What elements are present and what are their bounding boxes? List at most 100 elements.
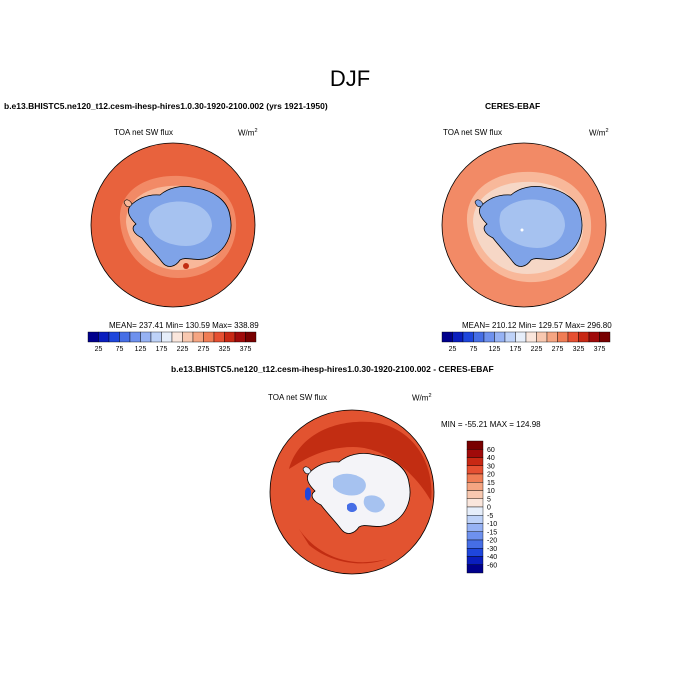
panel-1-colorbar-swatch (119, 331, 131, 343)
panel-1-interior-ice (148, 201, 212, 246)
panel-1-colorbar-swatch (192, 331, 204, 343)
panel-1-title: b.e13.BHISTC5.ne120_t12.cesm-ihesp-hires… (4, 101, 328, 111)
panel-3-colorbar-tick-label: -15 (487, 529, 497, 536)
panel-3-peninsula (302, 466, 312, 475)
panel-1-colorbar-swatch (213, 331, 225, 343)
panel-2-colorbar-swatch (588, 331, 600, 343)
panel-3-positive-band (289, 421, 432, 501)
panel-1-colorbar-swatch (129, 331, 141, 343)
panel-1-colorbar-swatch (150, 331, 162, 343)
panel-3-colorbar-tick-label: -20 (487, 538, 497, 545)
panel-1-units: W/m2 (238, 128, 258, 138)
panel-3-colorbar-tick-label: -10 (487, 521, 497, 528)
panel-3-colorbar-swatch (466, 473, 484, 483)
panel-3-colorbar-tick-label: 20 (487, 472, 495, 479)
panel-1-colorbar-swatch (245, 331, 257, 343)
figure-title: DJF (329, 66, 371, 91)
panel-2-pole-marker (520, 228, 524, 232)
panel-3-colorbar-tick-label: 5 (487, 496, 491, 503)
panel-3-colorbar-tick-label: 15 (487, 480, 495, 487)
panel-2-colorbar-swatch (494, 331, 506, 343)
panel-2-colorbar-tick-label: 175 (510, 346, 522, 353)
panel-2-colorbar-swatch (462, 331, 474, 343)
panel-2-colorbar-swatch (557, 331, 569, 343)
panel-2-colorbar-swatch (483, 331, 495, 343)
panel-3-colorbar-swatch (466, 548, 484, 557)
panel-1-colorbar-tick-label: 225 (177, 346, 189, 353)
panel-1-colorbar-tick-label: 325 (219, 346, 231, 353)
panel-3-colorbar-swatch (466, 457, 484, 466)
panel-3-variable-label: TOA net SW flux (268, 393, 327, 402)
panel-2-variable-label: TOA net SW flux (443, 128, 502, 137)
panel-1-colorbar-swatch (182, 331, 194, 343)
panel-2-colorbar-swatch (567, 331, 579, 343)
panel-2-colorbar-tick-label: 225 (531, 346, 543, 353)
panel-1-colorbar-tick-label: 125 (135, 346, 147, 353)
panel-2-title: CERES-EBAF (485, 101, 541, 111)
panel-3-coastal-negative (305, 487, 311, 501)
panel-2-colorbar-tick-label: 325 (573, 346, 585, 353)
panel-1-colorbar-tick-label: 25 (95, 346, 103, 353)
panel-1-colorbar: 25 75 125 175 225 275 325 375 (87, 331, 257, 353)
panel-3-colorbar-tick-label: -5 (487, 513, 493, 520)
panel-3-colorbar-tick-label: -40 (487, 554, 497, 561)
panel-1-colorbar-tick-label: 175 (156, 346, 168, 353)
panel-1-colorbar-swatch (98, 331, 110, 343)
panel-3-colorbar-tick-label: -30 (487, 546, 497, 553)
panel-2-colorbar-tick-label: 125 (489, 346, 501, 353)
panel-1-colorbar-swatch (161, 331, 173, 343)
panel-3-colorbar-swatch (466, 482, 484, 491)
panel-2-polar-map (441, 142, 607, 308)
panel-1-hotspot (183, 263, 189, 269)
panel-3-colorbar-swatch (466, 564, 484, 574)
panel-2-colorbar-tick-label: 25 (449, 346, 457, 353)
panel-3-colorbar-swatch (466, 490, 484, 499)
panel-3-negative-patch (363, 495, 385, 513)
panel-3-polar-map (269, 409, 435, 575)
panel-2-colorbar: 25 75 125 175 225 275 325 375 (441, 331, 611, 353)
panel-3-negative-patch (333, 473, 366, 496)
panel-3-colorbar-tick-label: 10 (487, 488, 495, 495)
panel-1-colorbar-tick-label: 375 (240, 346, 252, 353)
panel-1-colorbar-swatch (140, 331, 152, 343)
panel-2-colorbar-swatch (546, 331, 558, 343)
panel-3-colorbar-swatch (466, 515, 484, 524)
panel-1-polar-map (90, 142, 256, 308)
panel-3-negative-patch (347, 502, 357, 512)
panel-3-colorbar-swatch (466, 449, 484, 458)
panel-2-colorbar-tick-label: 375 (594, 346, 606, 353)
panel-1-colorbar-swatch (87, 331, 99, 343)
panel-1-colorbar-tick-label: 75 (116, 346, 124, 353)
panel-3-colorbar-swatch (466, 465, 484, 475)
panel-3-colorbar-tick-label: 30 (487, 463, 495, 470)
panel-2-colorbar-swatch (515, 331, 527, 343)
panel-1-colorbar-swatch (203, 331, 215, 343)
panel-1-variable-label: TOA net SW flux (114, 128, 173, 137)
panel-3-colorbar-tick-label: -60 (487, 562, 497, 569)
panel-2-colorbar-swatch (441, 331, 453, 343)
panel-3-title: b.e13.BHISTC5.ne120_t12.cesm-ihesp-hires… (171, 364, 494, 374)
panel-3-colorbar-swatch (466, 531, 484, 541)
panel-3-colorbar-swatch (466, 506, 484, 516)
panel-3-colorbar-swatch (466, 498, 484, 508)
panel-2-interior-ice (499, 199, 565, 248)
panel-3-colorbar-swatch (466, 556, 484, 565)
panel-3-colorbar-tick-label: 60 (487, 447, 495, 454)
panel-3-colorbar-swatch (466, 523, 484, 532)
panel-3-stats: MIN = -55.21 MAX = 124.98 (441, 420, 541, 429)
panel-2-colorbar-swatch (599, 331, 611, 343)
panel-1-stats: MEAN= 237.41 Min= 130.59 Max= 338.89 (109, 321, 259, 330)
panel-2-peninsula (474, 199, 484, 208)
panel-1-peninsula (123, 199, 133, 208)
panel-2-colorbar-tick-label: 275 (552, 346, 564, 353)
panel-2-colorbar-swatch (578, 331, 590, 343)
panel-3-colorbar-swatch (466, 440, 484, 450)
panel-3-colorbar-swatch (466, 539, 484, 549)
panel-2-colorbar-swatch (504, 331, 516, 343)
panel-3-colorbar-tick-label: 0 (487, 505, 491, 512)
panel-2-colorbar-swatch (452, 331, 464, 343)
panel-2-stats: MEAN= 210.12 Min= 129.57 Max= 296.80 (462, 321, 612, 330)
panel-2-colorbar-swatch (473, 331, 485, 343)
panel-1-colorbar-swatch (234, 331, 246, 343)
